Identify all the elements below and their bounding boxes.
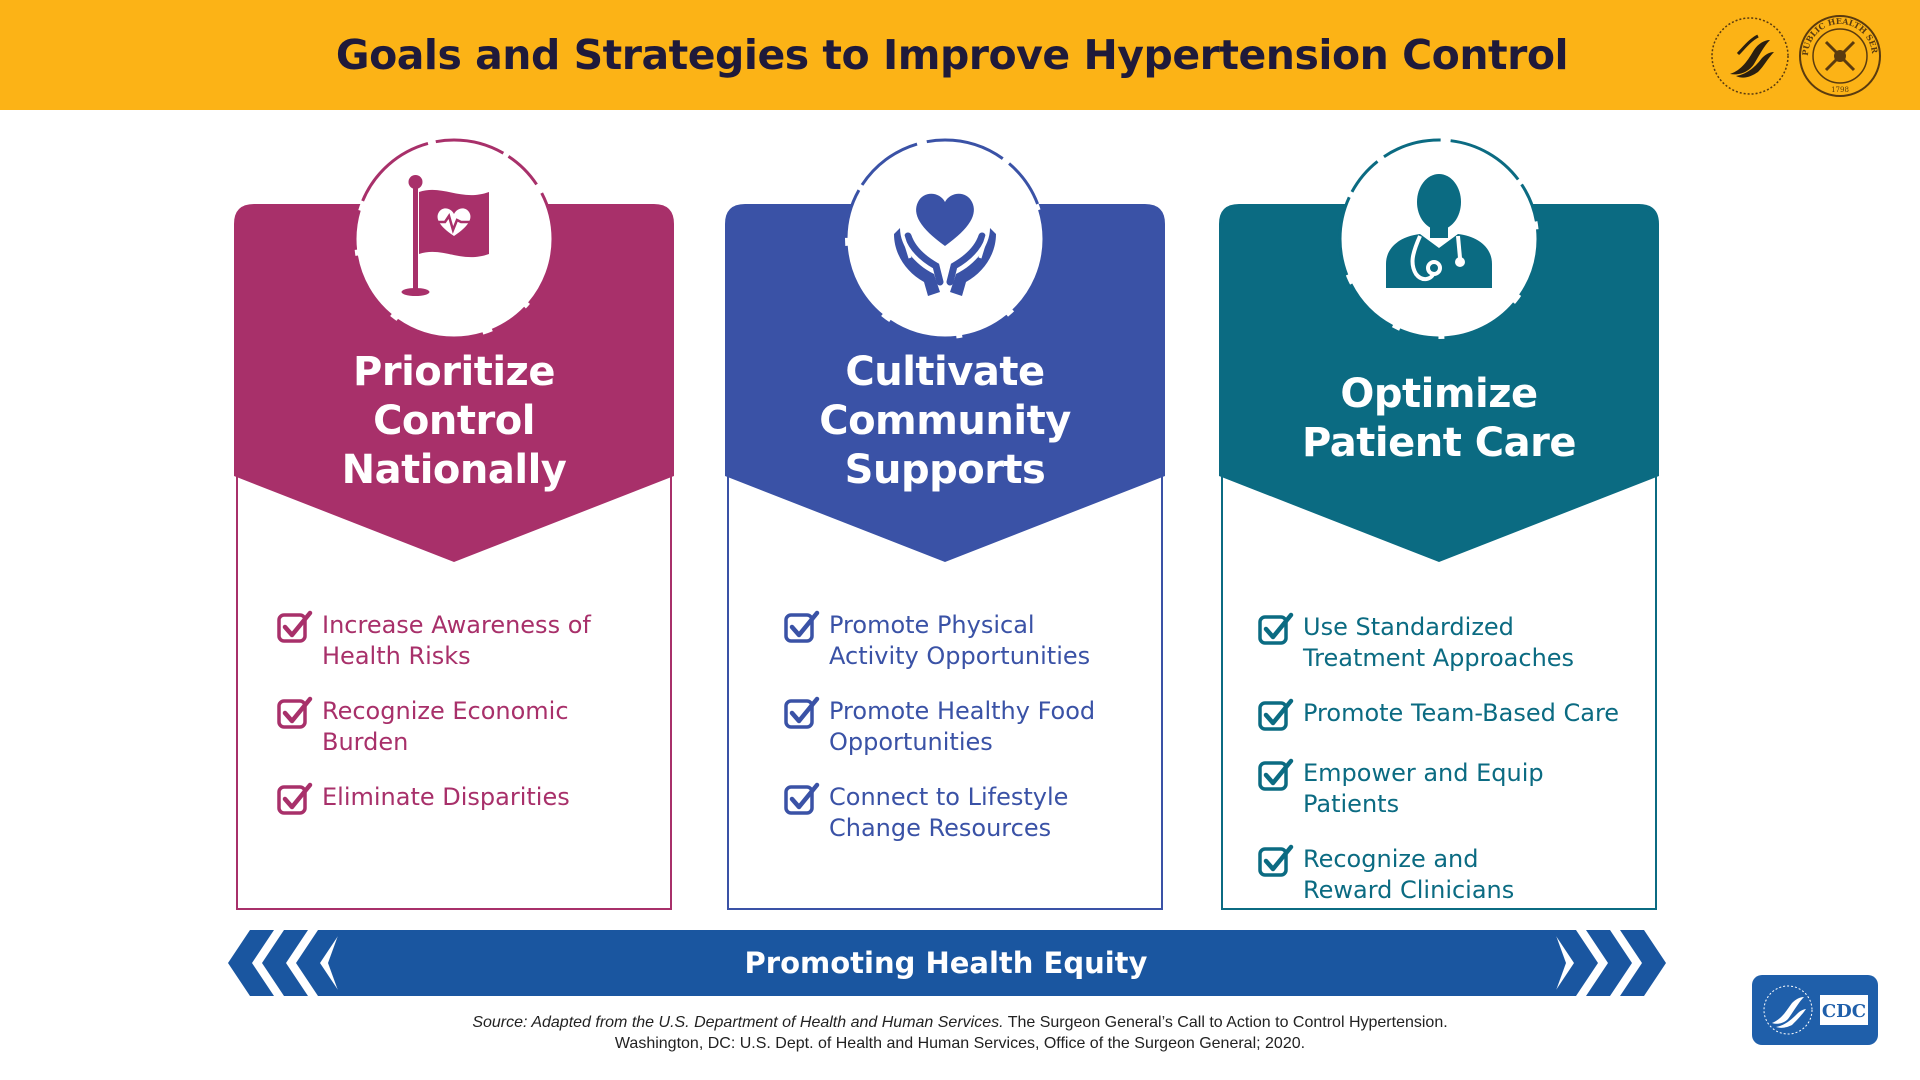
doctor-stethoscope-icon <box>1386 174 1492 288</box>
list-item: Connect to Lifestyle Change Resources <box>783 782 1143 844</box>
list-item: Recognize and Reward Clinicians <box>1257 844 1637 906</box>
strategy-list: Use Standardized Treatment Approaches Pr… <box>1257 612 1637 930</box>
list-item: Promote Healthy Food Opportunities <box>783 696 1143 758</box>
checkbox-checked-icon <box>1258 698 1294 731</box>
health-equity-banner: Promoting Health Equity <box>228 930 1666 996</box>
list-item: Promote Physical Activity Opportunities <box>783 610 1143 672</box>
strategy-list: Increase Awareness of Health Risks Recog… <box>276 610 652 842</box>
card-header-band <box>725 204 1165 564</box>
list-item: Recognize Economic Burden <box>276 696 652 758</box>
card-cultivate-community: Cultivate Community Supports Promote Phy… <box>725 138 1165 910</box>
checkbox-checked-icon <box>784 696 820 729</box>
svg-text:CDC: CDC <box>1822 1001 1866 1022</box>
cdc-logo-icon: CDC <box>1763 985 1868 1035</box>
card-header-band <box>234 204 674 564</box>
list-item: Promote Team-Based Care <box>1257 698 1637 734</box>
hhs-seal-icon <box>1711 17 1789 95</box>
checkbox-checked-icon <box>1258 612 1294 645</box>
card-header-band <box>1219 204 1659 564</box>
svg-text:1798: 1798 <box>1831 86 1849 94</box>
svg-text:U.S. PUBLIC HEALTH SERVICE: U.S. PUBLIC HEALTH SERVICE <box>1798 14 1880 56</box>
page-title: Goals and Strategies to Improve Hyperten… <box>335 31 1569 79</box>
checkbox-checked-icon <box>1258 844 1294 877</box>
banner-arrows <box>228 930 1666 996</box>
banner-label: Promoting Health Equity <box>744 946 1148 980</box>
list-item: Increase Awareness of Health Risks <box>276 610 652 672</box>
header-bar: Goals and Strategies to Improve Hyperten… <box>0 0 1920 110</box>
checkbox-checked-icon <box>1258 758 1294 791</box>
list-item: Use Standardized Treatment Approaches <box>1257 612 1637 674</box>
card-optimize-patient-care: Optimize Patient Care Use Standardized T… <box>1219 138 1659 910</box>
card-title: Cultivate Community Supports <box>819 349 1071 493</box>
checkbox-checked-icon <box>784 610 820 643</box>
checkbox-checked-icon <box>277 696 313 729</box>
flag-heartbeat-icon <box>401 175 489 296</box>
list-item: Eliminate Disparities <box>276 782 652 818</box>
hands-heart-icon <box>894 193 996 296</box>
medallion <box>353 138 555 340</box>
phs-seal-icon: U.S. PUBLIC HEALTH SERVICE 1798 <box>1798 14 1881 97</box>
checkbox-checked-icon <box>784 782 820 815</box>
source-citation: Source: Adapted from the U.S. Department… <box>472 1014 1448 1052</box>
strategy-list: Promote Physical Activity Opportunities … <box>783 610 1143 868</box>
card-title: Optimize Patient Care <box>1302 371 1576 466</box>
checkbox-checked-icon <box>277 610 313 643</box>
seals: U.S. PUBLIC HEALTH SERVICE 1798 <box>1708 14 1882 98</box>
list-item: Empower and Equip Patients <box>1257 758 1637 820</box>
card-prioritize-control: Prioritize Control Nationally Increase A… <box>234 138 674 910</box>
medallion <box>1338 138 1540 340</box>
checkbox-checked-icon <box>277 782 313 815</box>
medallion <box>844 138 1046 340</box>
cdc-logo: CDC <box>1752 975 1878 1045</box>
card-title: Prioritize Control Nationally <box>341 349 567 493</box>
